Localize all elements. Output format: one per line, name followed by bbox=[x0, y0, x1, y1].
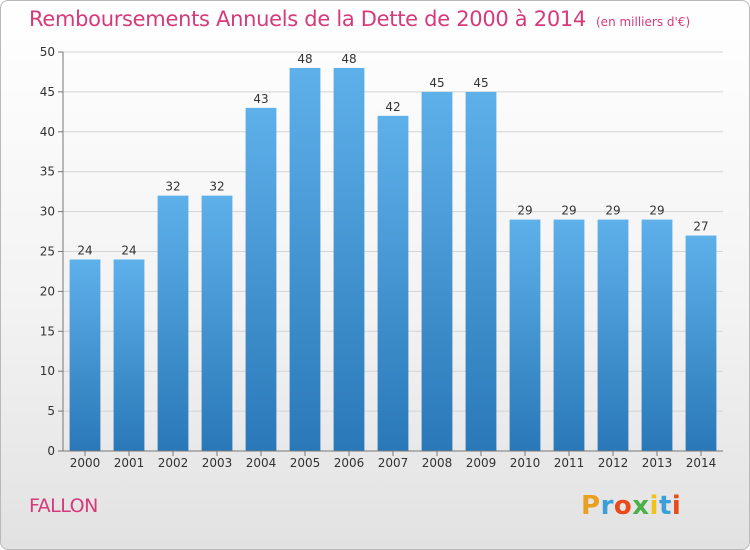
chart-title-text: Remboursements Annuels de la Dette de 20… bbox=[29, 7, 586, 31]
data-label-2002: 32 bbox=[165, 180, 180, 194]
bar-2000 bbox=[69, 259, 101, 451]
data-label-2009: 45 bbox=[473, 76, 488, 90]
bar-2012 bbox=[597, 219, 629, 451]
bar-2011 bbox=[553, 219, 585, 451]
data-label-2003: 32 bbox=[209, 180, 224, 194]
x-tick-label-2009: 2009 bbox=[466, 456, 497, 470]
chart-title: Remboursements Annuels de la Dette de 20… bbox=[29, 7, 690, 31]
bar-2007 bbox=[377, 115, 409, 451]
x-tick-label-2012: 2012 bbox=[598, 456, 629, 470]
data-label-2001: 24 bbox=[121, 243, 136, 257]
data-label-2005: 48 bbox=[297, 52, 312, 66]
data-label-2012: 29 bbox=[605, 204, 620, 218]
y-tick-label: 15 bbox=[40, 324, 55, 338]
y-tick-label: 30 bbox=[40, 205, 55, 219]
bar-2010 bbox=[509, 219, 541, 451]
data-label-2007: 42 bbox=[385, 100, 400, 114]
bar-2002 bbox=[157, 195, 189, 451]
commune-name: FALLON bbox=[29, 495, 98, 517]
data-label-2011: 29 bbox=[561, 204, 576, 218]
data-label-2008: 45 bbox=[429, 76, 444, 90]
logo-letter: i bbox=[649, 491, 659, 521]
x-tick-label-2013: 2013 bbox=[642, 456, 673, 470]
bar-2013 bbox=[641, 219, 673, 451]
bar-2004 bbox=[245, 107, 277, 452]
y-tick-label: 40 bbox=[40, 125, 55, 139]
bar-2008 bbox=[421, 91, 453, 452]
y-tick-label: 50 bbox=[40, 45, 55, 59]
x-tick-label-2002: 2002 bbox=[158, 456, 189, 470]
logo-letter: o bbox=[613, 491, 633, 521]
x-tick-label-2010: 2010 bbox=[510, 456, 541, 470]
x-tick-label-2006: 2006 bbox=[334, 456, 365, 470]
y-tick-label: 35 bbox=[40, 165, 55, 179]
x-tick-label-2007: 2007 bbox=[378, 456, 409, 470]
data-label-2000: 24 bbox=[77, 243, 92, 257]
y-tick-label: 45 bbox=[40, 85, 55, 99]
bar-2005 bbox=[289, 67, 321, 452]
data-label-2004: 43 bbox=[253, 92, 268, 106]
y-tick-label: 25 bbox=[40, 245, 55, 259]
x-tick-label-2003: 2003 bbox=[202, 456, 233, 470]
logo-letter: t bbox=[658, 491, 672, 521]
logo-letter: i bbox=[671, 491, 682, 521]
y-tick-label: 5 bbox=[47, 404, 55, 418]
y-tick-label: 0 bbox=[47, 444, 55, 458]
data-label-2014: 27 bbox=[693, 220, 708, 234]
data-label-2013: 29 bbox=[649, 204, 664, 218]
y-tick-label: 20 bbox=[40, 284, 55, 298]
data-label-2006: 48 bbox=[341, 52, 356, 66]
logo-letter: x bbox=[632, 491, 650, 521]
bar-2006 bbox=[333, 67, 365, 452]
x-tick-label-2000: 2000 bbox=[70, 456, 101, 470]
x-tick-label-2004: 2004 bbox=[246, 456, 277, 470]
x-tick-label-2005: 2005 bbox=[290, 456, 321, 470]
x-tick-label-2008: 2008 bbox=[422, 456, 453, 470]
y-tick-label: 10 bbox=[40, 364, 55, 378]
chart-subtitle: (en milliers d'€) bbox=[596, 15, 691, 29]
x-tick-label-2001: 2001 bbox=[114, 456, 145, 470]
x-tick-label-2014: 2014 bbox=[686, 456, 717, 470]
logo-letter: r bbox=[600, 491, 614, 521]
bar-2014 bbox=[685, 235, 717, 451]
x-tick-label-2011: 2011 bbox=[554, 456, 585, 470]
logo-letter: P bbox=[581, 491, 601, 521]
bar-2001 bbox=[113, 259, 145, 451]
bar-2009 bbox=[465, 91, 497, 452]
bar-2003 bbox=[201, 195, 233, 451]
data-label-2010: 29 bbox=[517, 204, 532, 218]
proxiti-logo: Proxiti bbox=[581, 491, 681, 521]
